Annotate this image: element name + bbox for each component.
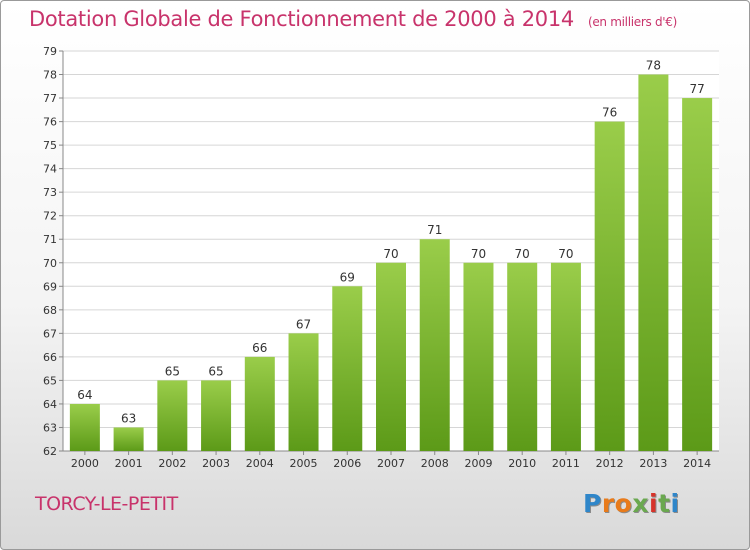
logo-letter: t [658,489,671,518]
x-axis: 2000 2001 2002 2003 2004 2005 2006 2007 2008 2009… [71,451,711,470]
y-tick-label: 70 [43,257,57,270]
bar [69,403,100,451]
data-label: 70 [515,247,530,261]
bar [594,121,625,452]
x-tick-label: 2011 [552,457,580,470]
bar [113,427,144,451]
y-tick-label: 69 [43,280,57,293]
bar [288,333,319,451]
bar [244,356,275,451]
data-label: 78 [646,59,661,73]
y-tick-label: 72 [43,210,57,223]
y-tick-label: 78 [43,69,57,82]
x-tick-label: 2004 [246,457,274,470]
data-label: 70 [558,247,573,261]
bar [332,286,363,451]
logo-letter: o [614,489,633,518]
data-label: 69 [340,270,355,284]
bar [507,262,538,451]
data-label: 76 [602,106,617,120]
logo-letter: x [632,489,649,518]
y-tick-label: 79 [43,45,57,58]
logo-letter: i [649,489,659,518]
bars: 64 63 65 65 66 67 69 70 71 70 70 70 76 78 77 [69,59,713,452]
x-tick-label: 2006 [333,457,361,470]
x-tick-label: 2012 [596,457,624,470]
y-tick-label: 74 [43,163,57,176]
y-tick-label: 67 [43,327,57,340]
x-tick-label: 2005 [290,457,318,470]
data-label: 65 [165,364,180,378]
logo-letter: i [670,489,680,518]
y-tick-label: 68 [43,304,57,317]
bar [638,74,669,451]
x-tick-label: 2001 [115,457,143,470]
bar [550,262,581,451]
unit-note: (en milliers d'€) [587,15,677,29]
y-tick-label: 65 [43,374,57,387]
y-tick-label: 71 [43,233,57,246]
x-tick-label: 2013 [639,457,667,470]
proxiti-logo: Proxiti [583,489,680,518]
logo-letter: P [583,489,602,518]
place-name: TORCY-LE-PETIT [35,493,178,515]
x-tick-label: 2002 [158,457,186,470]
data-label: 66 [252,341,267,355]
bar [419,239,450,451]
data-label: 71 [427,223,442,237]
bar [682,98,713,451]
x-tick-label: 2007 [377,457,405,470]
data-label: 77 [689,82,704,96]
x-tick-label: 2003 [202,457,230,470]
y-tick-label: 73 [43,186,57,199]
y-tick-label: 76 [43,116,57,129]
x-tick-label: 2008 [421,457,449,470]
data-label: 65 [208,364,223,378]
y-tick-label: 63 [43,421,57,434]
data-label: 70 [471,247,486,261]
bar [201,380,232,451]
data-label: 64 [77,388,92,402]
y-tick-label: 62 [43,445,57,458]
x-tick-label: 2010 [508,457,536,470]
bar [463,262,494,451]
data-label: 63 [121,411,136,425]
data-label: 70 [383,247,398,261]
logo-letter: r [601,489,615,518]
x-tick-label: 2000 [71,457,99,470]
x-tick-label: 2009 [464,457,492,470]
chart-title: Dotation Globale de Fonctionnement de 20… [29,7,677,31]
data-label: 67 [296,317,311,331]
y-tick-label: 77 [43,92,57,105]
x-tick-label: 2014 [683,457,711,470]
y-tick-label: 66 [43,351,57,364]
y-tick-label: 64 [43,398,57,411]
title-text: Dotation Globale de Fonctionnement de 20… [29,7,574,31]
bar [157,380,188,451]
bar [376,262,406,451]
y-tick-label: 75 [43,139,57,152]
